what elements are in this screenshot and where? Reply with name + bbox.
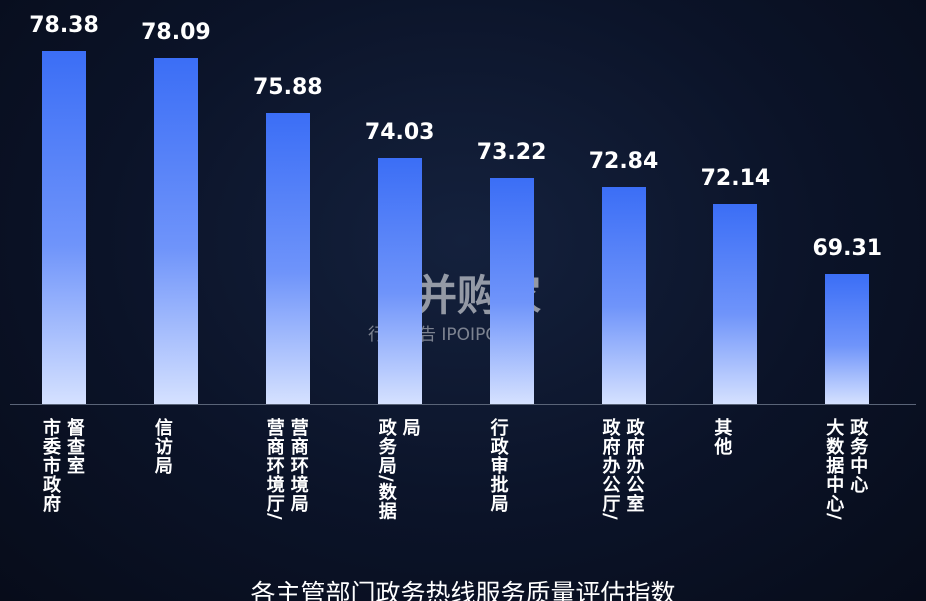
bar bbox=[42, 51, 86, 404]
bar bbox=[265, 112, 310, 404]
value-label: 74.03 bbox=[364, 119, 435, 145]
bar bbox=[825, 273, 870, 404]
value-label: 78.38 bbox=[29, 13, 99, 39]
x-tick-label: 营商环境厅/营商环境局 bbox=[263, 418, 309, 521]
bar bbox=[153, 58, 198, 404]
value-label: 78.09 bbox=[141, 20, 211, 46]
bar bbox=[601, 187, 646, 404]
bar bbox=[713, 204, 758, 404]
x-tick-label: 其他 bbox=[711, 418, 733, 456]
x-tick-label: 行政审批局 bbox=[487, 418, 509, 513]
x-tick-label: 信访局 bbox=[151, 418, 173, 475]
x-tick-label: 政务局/数据局 bbox=[375, 418, 421, 521]
bar bbox=[377, 157, 422, 404]
value-label: 72.14 bbox=[700, 166, 771, 192]
bar bbox=[489, 177, 534, 404]
value-label: 72.84 bbox=[588, 149, 659, 175]
x-tick-label: 政府办公厅/政府办公室 bbox=[599, 418, 645, 521]
x-tick-label: 市委市政府督查室 bbox=[40, 418, 85, 513]
value-label: 75.88 bbox=[253, 74, 323, 100]
chart-title: 各主管部门政务热线服务质量评估指数 bbox=[250, 579, 676, 601]
value-label: 69.31 bbox=[812, 235, 883, 261]
baseline bbox=[10, 404, 916, 405]
value-label: 73.22 bbox=[476, 139, 547, 165]
x-tick-label: 大数据中心/政务中心 bbox=[823, 418, 869, 521]
